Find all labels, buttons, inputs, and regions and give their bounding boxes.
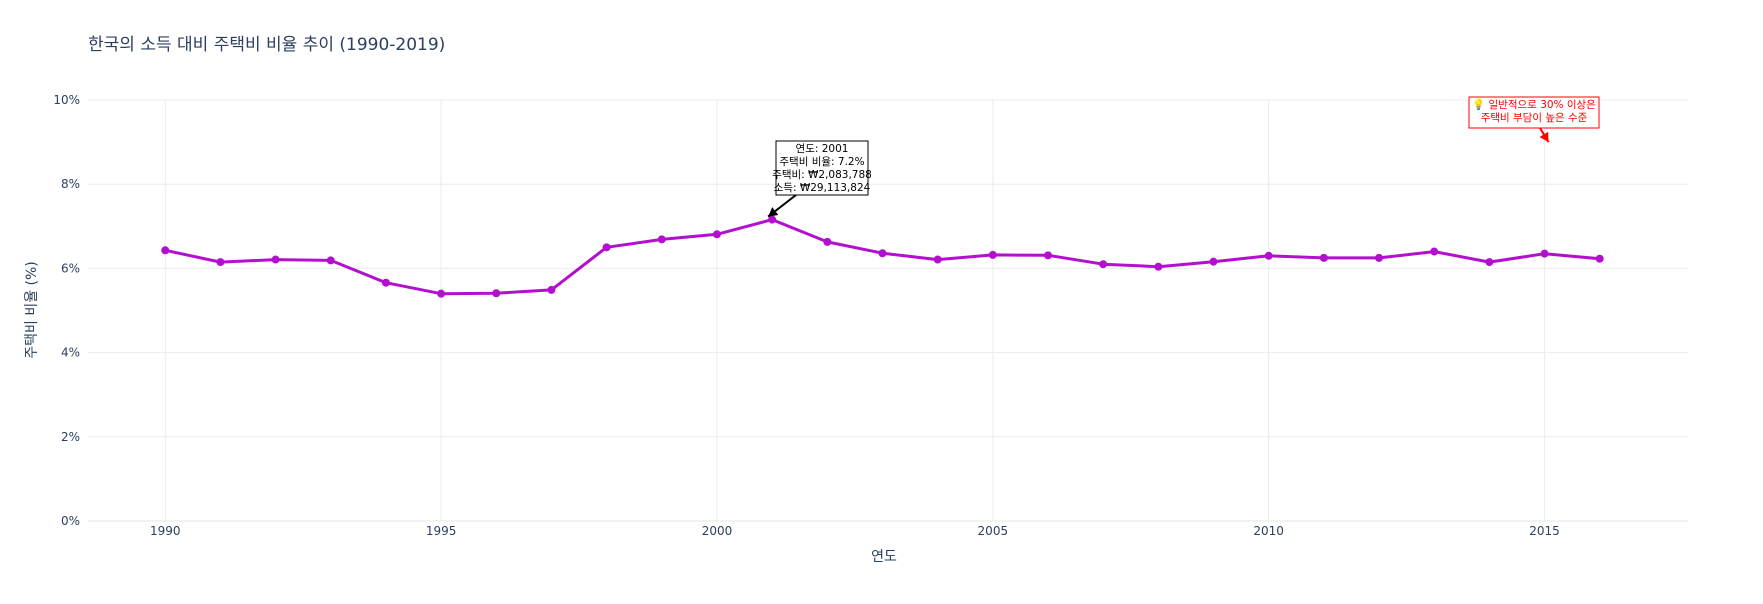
axes: 0% 2% 4% 6% 8% 10% 1990 1995 2000 2005 2010 2015 <box>53 93 1559 538</box>
y-tick-label: 10% <box>53 93 80 107</box>
y-tick-label: 4% <box>61 346 80 360</box>
data-point[interactable] <box>1154 262 1163 271</box>
series-points <box>161 215 1604 298</box>
data-point[interactable] <box>492 289 501 298</box>
data-point[interactable] <box>988 250 997 259</box>
data-point[interactable] <box>1319 253 1328 262</box>
x-tick-label: 1990 <box>150 524 181 538</box>
data-point[interactable] <box>271 255 280 264</box>
data-point[interactable] <box>878 249 887 258</box>
data-point[interactable] <box>1099 260 1108 269</box>
annotation-arrowhead <box>1539 131 1549 143</box>
annotation-box <box>775 140 869 196</box>
y-tick-label: 0% <box>61 514 80 528</box>
annotation-text-line: 주택비: ₩2,083,788 <box>772 169 872 181</box>
data-point[interactable] <box>161 246 170 255</box>
y-axis-label: 주택비 비율 (%) <box>24 261 40 359</box>
data-point[interactable] <box>823 237 832 246</box>
x-tick-label: 2000 <box>702 524 733 538</box>
y-tick-label: 6% <box>61 261 80 275</box>
data-point[interactable] <box>1485 258 1494 267</box>
data-point[interactable] <box>768 215 777 224</box>
data-point[interactable] <box>1540 249 1549 258</box>
data-point[interactable] <box>547 285 556 294</box>
data-point[interactable] <box>1209 257 1218 266</box>
data-point[interactable] <box>216 258 225 267</box>
data-point[interactable] <box>1264 251 1273 260</box>
x-tick-label: 2015 <box>1529 524 1560 538</box>
data-point[interactable] <box>602 243 611 252</box>
annotation-text-line: 주택비 비율: 7.2% <box>779 156 864 168</box>
data-point[interactable] <box>712 230 721 239</box>
data-point[interactable] <box>1375 253 1384 262</box>
chart-title: 한국의 소득 대비 주택비 비율 추이 (1990-2019) <box>88 35 445 55</box>
y-tick-label: 8% <box>61 177 80 191</box>
annotation-text-line: 소득: ₩29,113,824 <box>774 182 871 194</box>
annotation-text-line: 주택비 부담이 높은 수준 <box>1481 112 1588 124</box>
gridlines <box>88 99 1688 522</box>
annotation-text-line: 연도: 2001 <box>796 143 849 155</box>
annotation-box <box>1468 96 1600 129</box>
data-point[interactable] <box>1044 251 1052 260</box>
data-point[interactable] <box>1595 254 1604 263</box>
data-point[interactable] <box>933 255 942 264</box>
data-point[interactable] <box>326 256 335 265</box>
data-point[interactable] <box>381 278 390 287</box>
x-tick-label: 1995 <box>426 524 457 538</box>
data-point[interactable] <box>657 235 666 244</box>
x-axis-label: 연도 <box>871 549 897 565</box>
y-tick-label: 2% <box>61 430 80 444</box>
annotation-text-line: 💡 일반적으로 30% 이상은 <box>1472 98 1596 111</box>
x-tick-label: 2010 <box>1253 524 1284 538</box>
x-tick-label: 2005 <box>978 524 1009 538</box>
data-point[interactable] <box>1430 247 1439 256</box>
data-point[interactable] <box>437 289 446 298</box>
annotation-arrowhead <box>768 207 779 217</box>
